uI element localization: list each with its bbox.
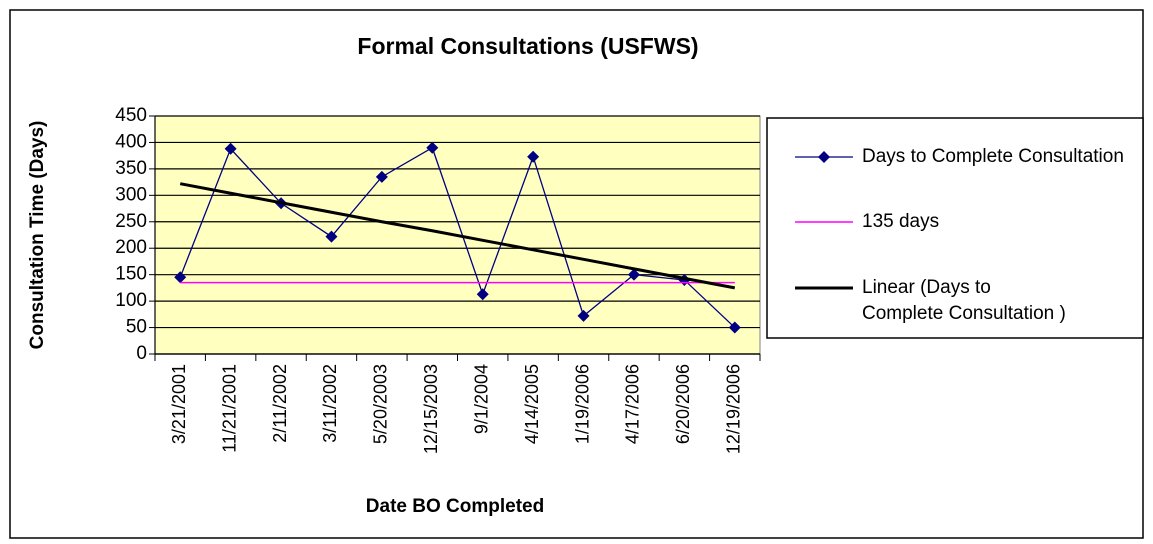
point-marker	[224, 142, 237, 155]
y-tick-label: 250	[115, 211, 147, 232]
point-marker	[577, 309, 590, 322]
point-marker	[627, 268, 640, 281]
y-tick-label: 0	[136, 343, 147, 364]
x-axis-label: Date BO Completed	[366, 496, 544, 517]
x-tick-label: 2/11/2002	[270, 364, 290, 443]
x-tick-label: 6/20/2006	[673, 364, 693, 444]
point-marker	[375, 170, 388, 183]
point-marker	[527, 150, 540, 163]
legend-label: Linear (Days to Complete Consultation )	[862, 277, 1066, 324]
legend-marker	[818, 151, 830, 163]
point-marker	[174, 271, 187, 284]
y-tick-label: 450	[115, 105, 147, 126]
x-tick-label: 12/15/2003	[421, 364, 441, 454]
x-tick-label: 5/20/2003	[371, 364, 391, 444]
x-tick-label: 11/21/2001	[219, 364, 239, 453]
y-tick-label: 50	[126, 317, 147, 338]
x-tick-label: 12/19/2006	[724, 364, 744, 454]
series-line	[179, 182, 736, 290]
x-tick-label: 9/1/2004	[471, 364, 491, 434]
y-tick-label: 350	[115, 158, 147, 179]
y-tick-label: 200	[115, 237, 147, 258]
x-tick-label: 3/21/2001	[169, 364, 189, 444]
y-axis-label: Consultation Time (Days)	[27, 121, 48, 350]
point-marker	[426, 141, 439, 154]
y-tick-label: 150	[115, 264, 147, 285]
x-tick-label: 4/17/2006	[623, 364, 643, 444]
x-tick-label: 4/14/2005	[522, 364, 542, 444]
series-line	[179, 146, 736, 329]
x-tick-label: 3/11/2002	[320, 364, 340, 443]
chart-title: Formal Consultations (USFWS)	[357, 33, 698, 59]
y-tick-label: 300	[115, 184, 147, 205]
y-tick-label: 400	[115, 131, 147, 152]
point-marker	[728, 321, 741, 334]
legend-box	[766, 117, 1144, 339]
point-marker	[325, 230, 338, 243]
point-marker	[476, 288, 489, 301]
legend-label: Days to Complete Consultation	[862, 146, 1124, 167]
x-tick-label: 1/19/2006	[572, 364, 592, 444]
y-tick-label: 100	[115, 290, 147, 311]
legend-label: 135 days	[862, 211, 940, 232]
